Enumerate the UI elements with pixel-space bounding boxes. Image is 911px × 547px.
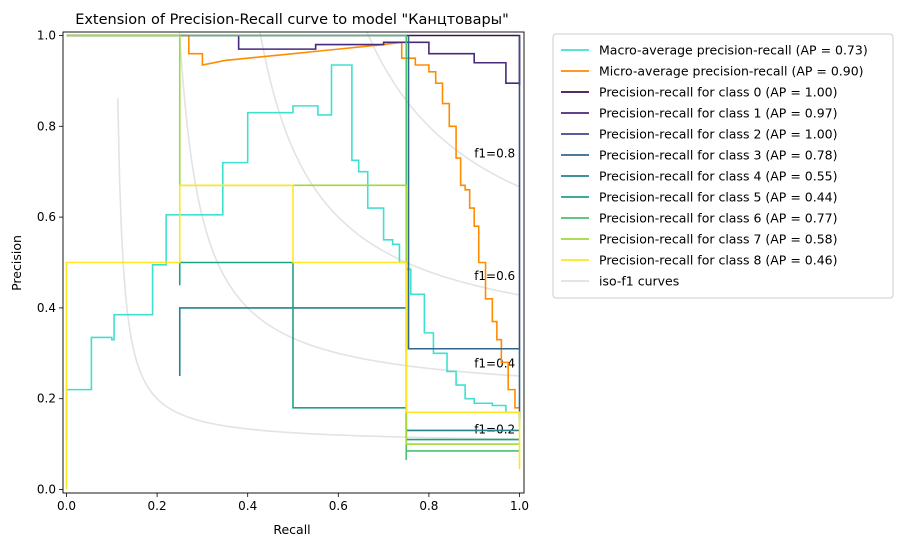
series-line-3 [237, 35, 520, 84]
iso-f1-curve-0 [116, 98, 520, 440]
iso-f1-label-0: f1=0.2 [474, 422, 515, 436]
y-tick-label-3: 0.6 [37, 210, 56, 224]
y-tick-label-1: 0.2 [37, 392, 56, 406]
y-tick-label-4: 0.8 [37, 119, 56, 133]
y-tick-label-0: 0.0 [37, 483, 56, 497]
legend-label-4: Precision-recall for class 2 (AP = 1.00) [599, 127, 837, 142]
x-tick-label-5: 1.0 [510, 499, 529, 513]
legend-label-7: Precision-recall for class 5 (AP = 0.44) [599, 190, 837, 205]
legend-label-3: Precision-recall for class 1 (AP = 0.97) [599, 106, 837, 121]
y-axis: 0.0 0.2 0.4 0.6 0.8 1.0 [37, 29, 63, 497]
series-line-8 [66, 34, 520, 460]
legend: Macro-average precision-recall (AP = 0.7… [552, 33, 894, 299]
y-axis-label: Precision [9, 235, 24, 291]
iso-f1-curve-1 [178, 32, 520, 377]
iso-f1-curve-2 [259, 32, 520, 296]
series-line-10 [65, 184, 521, 490]
x-axis-label: Recall [273, 522, 310, 537]
iso-f1-label-3: f1=0.8 [474, 147, 515, 161]
x-axis: 0.0 0.2 0.4 0.6 0.8 1.0 [57, 493, 529, 513]
series-line-6 [178, 307, 520, 432]
x-tick-label-3: 0.6 [329, 499, 348, 513]
y-tick-label-5: 1.0 [37, 29, 56, 43]
series-line-0 [65, 64, 521, 440]
legend-label-8: Precision-recall for class 6 (AP = 0.77) [599, 211, 837, 226]
chart-title: Extension of Precision-Recall curve to m… [75, 12, 509, 28]
x-tick-label-2: 0.4 [238, 499, 257, 513]
iso-f1-label-1: f1=0.4 [474, 357, 515, 371]
series-line-5 [407, 35, 521, 420]
iso-f1-curve-3 [366, 32, 520, 188]
legend-frame [552, 33, 894, 299]
x-tick-label-1: 0.2 [148, 499, 167, 513]
iso-f1-label-2: f1=0.6 [474, 269, 515, 283]
legend-label-1: Micro-average precision-recall (AP = 0.9… [599, 64, 864, 79]
legend-label-2: Precision-recall for class 0 (AP = 1.00) [599, 85, 837, 100]
iso-f1-labels: f1=0.2 f1=0.4 f1=0.6 f1=0.8 [474, 147, 515, 437]
plot-frame [62, 31, 525, 494]
x-tick-label-0: 0.0 [57, 499, 76, 513]
series-lines [65, 34, 521, 490]
legend-label-5: Precision-recall for class 3 (AP = 0.78) [599, 148, 837, 163]
legend-label-9: Precision-recall for class 7 (AP = 0.58) [599, 232, 837, 247]
legend-label-0: Macro-average precision-recall (AP = 0.7… [599, 43, 868, 58]
legend-label-11: iso-f1 curves [599, 274, 679, 289]
plot-area: f1=0.2 f1=0.4 f1=0.6 f1=0.8 [62, 31, 525, 494]
iso-f1-curves [116, 32, 520, 440]
legend-label-6: Precision-recall for class 4 (AP = 0.55) [599, 169, 837, 184]
legend-label-10: Precision-recall for class 8 (AP = 0.46) [599, 253, 837, 268]
y-tick-label-2: 0.4 [37, 301, 56, 315]
series-line-1 [66, 34, 520, 409]
x-tick-label-4: 0.8 [419, 499, 438, 513]
